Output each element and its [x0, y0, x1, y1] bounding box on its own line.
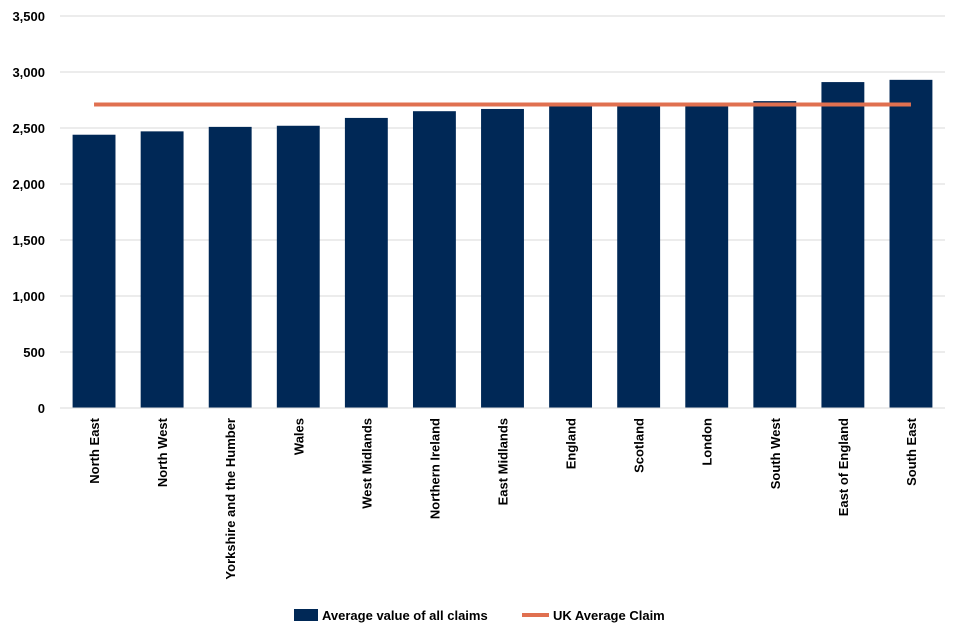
x-tick-label: England [564, 418, 579, 469]
bar [140, 131, 184, 409]
bar [481, 108, 524, 409]
y-tick-label: 1,500 [12, 233, 45, 248]
legend: Average value of all claims UK Average C… [294, 608, 665, 623]
bar [208, 126, 252, 408]
y-tick-label: 1,000 [12, 289, 45, 304]
x-tick-label: Northern Ireland [427, 418, 442, 519]
y-tick-label: 3,000 [12, 65, 45, 80]
bar [549, 105, 593, 408]
x-axis: North East North West Yorkshire and the Hu… [60, 407, 945, 580]
x-tick-label: London [700, 418, 715, 466]
x-tick-label: South East [904, 417, 919, 486]
y-axis: 0 500 1,000 1,500 2,000 2,500 3,000 3,500 [12, 9, 45, 416]
x-tick-label: East of England [836, 418, 851, 516]
x-tick-label: West Midlands [359, 418, 374, 509]
bar [72, 134, 116, 408]
x-tick-label: Scotland [632, 418, 647, 473]
bar [412, 111, 456, 408]
y-tick-label: 2,000 [12, 177, 45, 192]
legend-swatch-bar [294, 609, 318, 621]
x-tick-label: North East [87, 417, 102, 483]
x-tick-label: East Midlands [496, 418, 511, 505]
y-tick-label: 3,500 [12, 9, 45, 24]
x-tick-label: North West [155, 417, 170, 487]
x-tick-label: Wales [291, 418, 306, 455]
bar [685, 104, 729, 408]
x-tick-label: South West [768, 417, 783, 489]
bar [344, 117, 388, 409]
bar [821, 82, 865, 408]
y-tick-label: 2,500 [12, 121, 45, 136]
legend-label-line: UK Average Claim [553, 608, 665, 623]
y-tick-label: 0 [38, 401, 45, 416]
legend-label-bars: Average value of all claims [322, 608, 488, 623]
bars [72, 79, 933, 409]
bar [889, 79, 933, 408]
x-tick-label: Yorkshire and the Humber [223, 418, 238, 580]
bar [276, 125, 320, 408]
bar [617, 105, 661, 408]
y-tick-label: 500 [23, 345, 45, 360]
bar [753, 101, 797, 409]
